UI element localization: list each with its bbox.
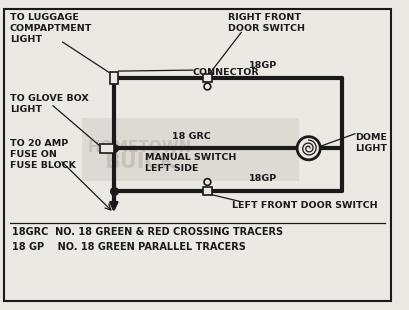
- Bar: [110, 72, 118, 84]
- Circle shape: [204, 179, 211, 185]
- Bar: [82, 118, 299, 181]
- Circle shape: [204, 83, 211, 90]
- Bar: [100, 144, 114, 153]
- Circle shape: [297, 137, 320, 160]
- Text: 18 GRC: 18 GRC: [172, 131, 211, 140]
- Text: RIGHT FRONT
DOOR SWITCH: RIGHT FRONT DOOR SWITCH: [228, 13, 305, 33]
- Text: 18GRC  NO. 18 GREEN & RED CROSSING TRACERS: 18GRC NO. 18 GREEN & RED CROSSING TRACER…: [11, 227, 283, 237]
- Text: 18GP: 18GP: [249, 174, 277, 183]
- Text: 18GP: 18GP: [249, 61, 277, 70]
- Text: 18 GP    NO. 18 GREEN PARALLEL TRACERS: 18 GP NO. 18 GREEN PARALLEL TRACERS: [11, 242, 245, 252]
- Text: TO GLOVE BOX
LIGHT: TO GLOVE BOX LIGHT: [10, 94, 88, 114]
- Text: CONNECTOR: CONNECTOR: [193, 68, 260, 77]
- Bar: [202, 187, 212, 195]
- Text: MANUAL SWITCH
LEFT SIDE: MANUAL SWITCH LEFT SIDE: [145, 153, 236, 173]
- Text: BUICK: BUICK: [104, 152, 176, 172]
- Text: DOME
LIGHT: DOME LIGHT: [355, 133, 387, 153]
- Text: TO LUGGAGE
COMPAPTMENT
LIGHT: TO LUGGAGE COMPAPTMENT LIGHT: [10, 13, 92, 44]
- Text: HOMETOWN: HOMETOWN: [88, 140, 192, 155]
- Bar: [202, 74, 212, 82]
- Text: TO 20 AMP
FUSE ON
FUSE BLOCK: TO 20 AMP FUSE ON FUSE BLOCK: [10, 139, 76, 170]
- Text: LEFT FRONT DOOR SWITCH: LEFT FRONT DOOR SWITCH: [231, 201, 377, 210]
